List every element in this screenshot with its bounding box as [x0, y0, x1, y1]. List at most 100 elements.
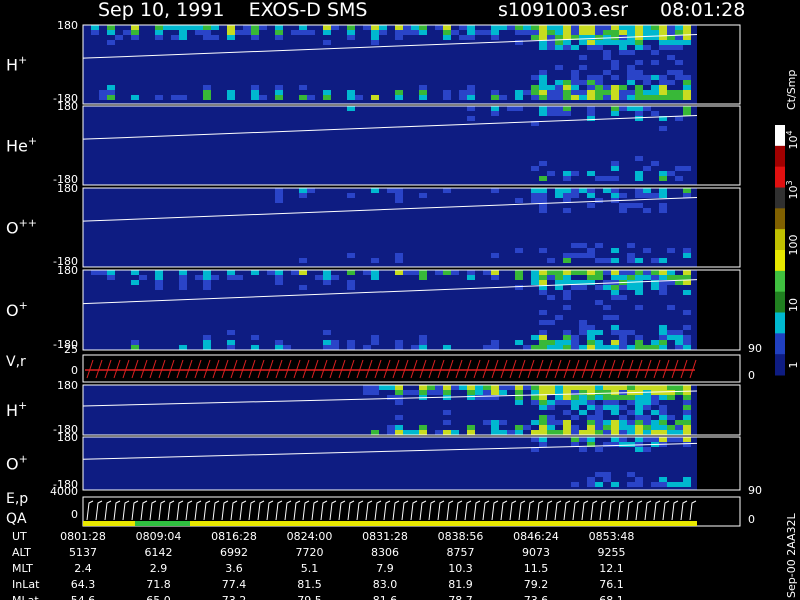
spectrogram-cell: [483, 270, 491, 275]
spectrogram-cell: [635, 415, 643, 420]
spectrogram-cell: [363, 385, 371, 390]
spectrogram-cell: [539, 176, 547, 181]
spectrogram-cell: [587, 390, 595, 395]
spectrogram-cell: [675, 385, 683, 390]
spectrogram-cell: [547, 275, 555, 280]
spectrogram-cell: [347, 30, 355, 35]
spectrogram-cell: [587, 335, 595, 340]
y-tick-label: -180: [53, 338, 78, 351]
velocity-tick: [338, 359, 346, 379]
spectrogram-cell: [611, 275, 619, 280]
spectrogram-cell: [563, 390, 571, 395]
spectrogram-cell: [579, 385, 587, 390]
table-cell: 64.3: [71, 578, 96, 591]
spectrogram-cell: [347, 95, 355, 100]
panel-blank: [697, 25, 740, 104]
velocity-tick: [113, 359, 121, 379]
spectrogram-cell: [547, 45, 555, 50]
spectrogram-cell: [555, 345, 563, 350]
spectrogram-cell: [651, 60, 659, 65]
spectrogram-cell: [635, 340, 643, 345]
spectrogram-cell: [683, 248, 691, 253]
spectrogram-cell: [275, 35, 283, 40]
spectrogram-cell: [555, 45, 563, 50]
spectrogram-cell: [515, 95, 523, 100]
spectrogram-cell: [675, 345, 683, 350]
spectrogram-cell: [643, 405, 651, 410]
velocity-tick: [590, 359, 598, 379]
spectrogram-cell: [675, 25, 683, 30]
spectrogram-cell: [227, 345, 235, 350]
spectrogram-cell: [651, 90, 659, 95]
table-cell: 77.4: [222, 578, 247, 591]
y-tick-label: -180: [53, 478, 78, 491]
energy-tick: [671, 500, 679, 521]
spectrogram-cell: [651, 345, 659, 350]
spectrogram-cell: [579, 65, 587, 70]
spectrogram-cell: [555, 280, 563, 285]
spectrogram-cell: [651, 25, 659, 30]
spectrogram-cell: [347, 280, 355, 285]
spectrogram-cell: [619, 203, 627, 208]
colorbar-label-sup: 3: [785, 180, 794, 185]
spectrogram-cell: [563, 40, 571, 45]
spectrogram-cell: [659, 75, 667, 80]
velocity-tick: [446, 359, 454, 379]
velocity-tick: [149, 359, 157, 379]
spectrogram-cell: [651, 285, 659, 290]
spectrogram-cell: [275, 85, 283, 90]
spectrogram-cell: [595, 385, 603, 390]
panel-label-base: H: [6, 401, 18, 420]
spectrogram-cell: [491, 385, 499, 390]
spectrogram-cell: [227, 35, 235, 40]
spectrogram-cell: [363, 270, 371, 275]
velocity-tick: [437, 359, 445, 379]
spectrogram-cell: [659, 35, 667, 40]
spectrogram-cell: [659, 80, 667, 85]
spectrogram-cell: [651, 430, 659, 435]
aux-label: E,p: [6, 491, 28, 507]
colorbar-label: 100: [787, 235, 800, 256]
panel-label-sup: +: [28, 135, 37, 148]
spectrogram-cell: [491, 253, 499, 258]
spectrogram-cell: [611, 395, 619, 400]
spectrogram-cell: [443, 35, 451, 40]
table-cell: 11.5: [524, 562, 549, 575]
spectrogram-cell: [619, 330, 627, 335]
spectrogram-cell: [659, 188, 667, 193]
spectrogram-cell: [659, 290, 667, 295]
energy-tick: [131, 500, 139, 521]
spectrogram-cell: [643, 415, 651, 420]
spectrogram-cell: [579, 325, 587, 330]
spectrogram-cell: [515, 430, 523, 435]
spectrogram-cell: [635, 385, 643, 390]
spectrogram-cell: [483, 30, 491, 35]
table-cell: 65.0: [146, 594, 171, 600]
qa-bar: [83, 521, 697, 526]
spectrogram-cell: [467, 30, 475, 35]
spectrogram-cell: [683, 410, 691, 415]
energy-tick: [248, 500, 256, 521]
spectrogram-cell: [547, 40, 555, 45]
spectrogram-cell: [547, 345, 555, 350]
spectrogram-cell: [443, 410, 451, 415]
spectrogram-cell: [659, 420, 667, 425]
spectrogram-cell: [627, 243, 635, 248]
spectrogram-cell: [299, 188, 307, 193]
spectrogram-cell: [667, 95, 675, 100]
energy-tick: [302, 500, 310, 521]
spectrogram-cell: [571, 95, 579, 100]
spectrogram-cell: [619, 90, 627, 95]
spectrogram-cell: [667, 40, 675, 45]
energy-tick: [203, 500, 211, 521]
spectrogram-cell: [683, 325, 691, 330]
energy-tick: [626, 500, 634, 521]
spectrogram-cell: [531, 430, 539, 435]
spectrogram-cell: [643, 25, 651, 30]
spectrogram-cell: [571, 405, 579, 410]
y-tick-label: 25: [64, 343, 78, 356]
spectrogram-cell: [603, 420, 611, 425]
velocity-tick: [131, 359, 139, 379]
spectrogram-cell: [635, 70, 643, 75]
velocity-tick: [518, 359, 526, 379]
